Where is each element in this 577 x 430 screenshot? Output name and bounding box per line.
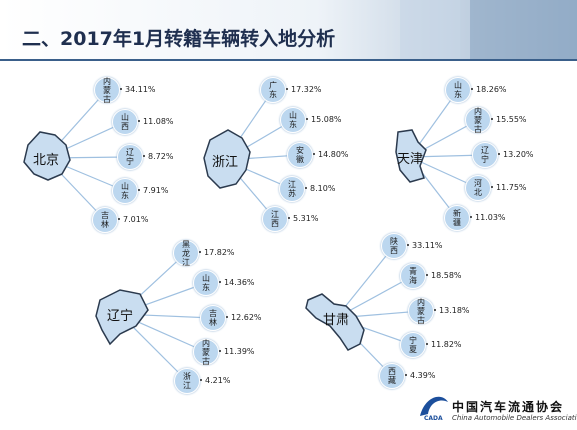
share: 33.11% <box>407 241 443 250</box>
destination: 内蒙古 <box>94 77 120 104</box>
destination: 江苏 <box>279 176 305 202</box>
bullet <box>219 281 221 283</box>
bullet <box>491 118 493 120</box>
logo-name: 中国汽车流通协会 <box>452 400 565 414</box>
logo-abbr: CADA <box>424 415 443 422</box>
share: 14.80% <box>313 150 349 159</box>
header-deco <box>470 0 577 60</box>
source: 甘肃 <box>323 313 350 328</box>
bullet <box>138 120 140 122</box>
bullet <box>226 316 228 318</box>
bullet <box>288 217 290 219</box>
province-shape <box>395 129 427 183</box>
bullet <box>426 343 428 345</box>
share: 11.39% <box>219 347 255 356</box>
destination: 浙江 <box>174 368 200 394</box>
bullet <box>305 187 307 189</box>
bullet <box>407 244 409 246</box>
share: 7.01% <box>118 215 148 224</box>
title: 二、2017年1月转籍车辆转入地分析 <box>22 28 336 50</box>
province-shape <box>305 293 365 351</box>
destination: 西藏 <box>379 363 405 389</box>
bullet <box>138 189 140 191</box>
share: 11.82% <box>426 340 462 349</box>
share: 17.82% <box>199 248 235 257</box>
destination: 江西 <box>262 206 288 232</box>
logo-mark <box>420 396 448 416</box>
province-shapes <box>23 129 427 351</box>
bullet <box>306 118 308 120</box>
destination: 辽宁 <box>472 142 498 168</box>
share: 11.03% <box>470 213 506 222</box>
share: 11.75% <box>491 183 527 192</box>
bullet <box>143 155 145 157</box>
destination: 河北 <box>465 175 491 201</box>
bullet <box>405 374 407 376</box>
bullet <box>434 309 436 311</box>
logo-english: China Automobile Dealers Association <box>452 414 577 422</box>
source: 浙江 <box>212 155 239 170</box>
share: 14.36% <box>219 278 255 287</box>
destination: 陕西 <box>381 233 407 259</box>
destination: 广东 <box>260 77 286 103</box>
share: 11.08% <box>138 117 174 126</box>
province-shape <box>95 289 149 346</box>
source: 辽宁 <box>107 309 134 324</box>
destination: 山东 <box>445 77 471 103</box>
bullet <box>313 153 315 155</box>
bullet <box>219 350 221 352</box>
bullet <box>118 218 120 220</box>
destination: 辽宁 <box>117 144 143 170</box>
bullet <box>498 153 500 155</box>
bullet <box>426 274 428 276</box>
destination: 青海 <box>400 263 426 289</box>
header-deco <box>400 0 460 60</box>
bullet <box>470 216 472 218</box>
province-shape <box>203 129 251 189</box>
bullet <box>120 88 122 90</box>
share: 8.72% <box>143 152 173 161</box>
share: 17.32% <box>286 85 322 94</box>
share: 18.58% <box>426 271 462 280</box>
share: 13.20% <box>498 150 534 159</box>
destination: 宁夏 <box>400 332 426 358</box>
share: 13.18% <box>434 306 470 315</box>
destination: 黑龙江 <box>173 240 199 267</box>
share: 18.26% <box>471 85 507 94</box>
destination: 内蒙古 <box>465 107 491 134</box>
destination: 内蒙古 <box>193 339 219 366</box>
bullet <box>286 88 288 90</box>
share: 15.08% <box>306 115 342 124</box>
share: 8.10% <box>305 184 335 193</box>
destination: 山东 <box>112 178 138 204</box>
province-shape <box>23 131 71 181</box>
bullet <box>199 251 201 253</box>
share: 5.31% <box>288 214 318 223</box>
destination: 安徽 <box>287 142 313 168</box>
destination: 山西 <box>112 109 138 135</box>
share: 4.39% <box>405 371 435 380</box>
source: 北京 <box>33 153 60 168</box>
destination: 内蒙古 <box>408 298 434 325</box>
bullet <box>200 379 202 381</box>
destination: 新疆 <box>444 205 470 231</box>
destination: 吉林 <box>200 305 226 331</box>
bullet <box>491 186 493 188</box>
bullet <box>471 88 473 90</box>
share: 4.21% <box>200 376 230 385</box>
destination: 吉林 <box>92 207 118 233</box>
destination: 山东 <box>193 270 219 296</box>
destination: 山东 <box>280 107 306 133</box>
share: 7.91% <box>138 186 168 195</box>
source: 天津 <box>397 152 424 167</box>
share: 12.62% <box>226 313 262 322</box>
share: 34.11% <box>120 85 156 94</box>
share: 15.55% <box>491 115 527 124</box>
